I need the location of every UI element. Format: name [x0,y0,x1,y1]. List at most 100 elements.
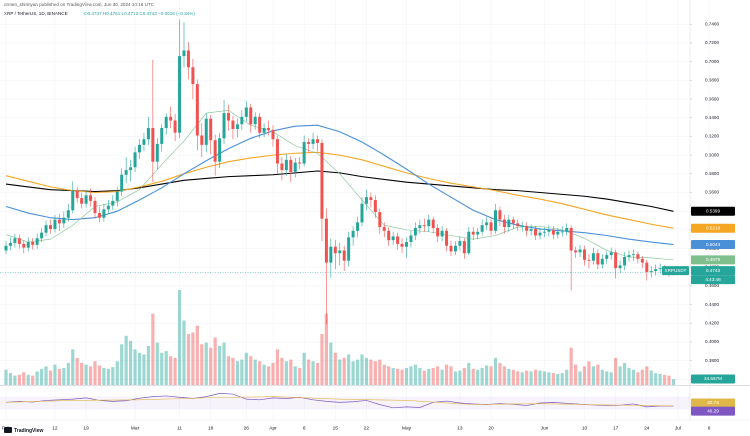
volume-bar [262,364,266,385]
ma-tag: 0.5043 [706,242,720,247]
candle-body [204,118,208,145]
candle-body [235,124,239,129]
volume-bar [618,366,622,385]
candle-body [605,255,609,259]
logo-text: TradingView [14,428,43,434]
volume-bar [80,362,84,385]
y-tick-label: 0.7200 [705,40,719,45]
volume-bar [342,357,346,385]
volume-bar [476,369,480,385]
volume-bar [582,366,587,385]
volume-bar [293,366,297,385]
volume-bar [551,373,555,385]
candle-body [494,210,497,231]
candle-body [31,242,35,245]
candle-body [169,116,173,121]
candle-body [649,270,653,272]
volume-bar [298,368,302,385]
volume-bar [129,340,133,385]
y-tick-label: 0.4600 [705,283,719,288]
volume-bar [449,366,453,385]
volume-bar [209,347,213,385]
volume-bar [71,349,75,385]
candle-body [574,250,578,253]
y-tick-label: 0.7400 [705,22,719,27]
volume-bar [93,361,97,385]
volume-bar [213,337,217,385]
volume-bar [507,368,511,385]
candle-body [298,162,302,164]
candle-body [658,268,662,270]
candle-body [489,222,493,231]
candle-body [258,116,262,133]
x-tick-label: 17 [613,425,619,431]
volume-bar [320,334,324,385]
candle-body [413,228,417,236]
candle-body [195,84,199,136]
volume-bar [533,369,538,385]
volume-bar [649,370,653,385]
candle-body [124,170,128,175]
volume-bar [520,372,524,385]
volume-bar [120,344,124,385]
volume-bar [400,369,404,385]
volume-bar [253,359,257,385]
candle-body [320,142,324,219]
candle-body [57,219,61,224]
volume-bar [146,345,150,385]
volume-bar [307,359,311,385]
y-tick-label: 0.5800 [705,171,719,176]
candle-body [382,227,386,231]
rsi-tag: 40.29 [707,408,719,413]
volume-bar [324,313,328,385]
candle-body [333,246,337,254]
volume-bar [605,371,609,385]
volume-bar [622,362,627,385]
ma-tag-box [691,255,735,265]
volume-bar [667,375,671,385]
x-tick-label: 19 [83,425,89,431]
candle-body [409,235,413,243]
volume-bar [195,325,199,385]
ohlc: O0.4737 H0.4761 L0.4712 C0.4743 −0.0016 … [84,11,195,16]
rsi-line [5,393,674,409]
volume-bar [525,370,529,385]
candle-body [53,219,57,229]
rsi-ma-tag-box [691,398,735,408]
volume-bar [658,373,662,385]
candle-body [222,113,226,139]
volume-bar [311,361,315,385]
candle-body [569,228,573,251]
volume-bar [289,359,293,385]
volume-bar [271,362,275,385]
volume-tag-box [691,374,735,384]
candle-body [71,190,75,211]
rsi-tag-box [691,406,735,416]
volume-bar [169,356,173,385]
candle-body [8,242,12,246]
volume-bar [275,349,280,385]
volume-bar [31,375,35,385]
candle-body [396,236,400,244]
x-tick-label: Jul [675,425,681,431]
publisher: armen_shirinyan published on TradingView… [4,2,155,7]
volume-bar [53,364,57,385]
candle-body [142,139,146,145]
x-tick-label: May [402,425,412,431]
volume-bar [387,366,391,385]
volume-bar [315,362,320,385]
candle-body [347,237,351,261]
x-tick-label: 18 [208,425,214,431]
ticker-tag-box [662,266,689,276]
candle-body [151,128,155,162]
candle-body [476,231,480,235]
x-tick-label: 20 [488,425,494,431]
volume-bar [462,368,466,385]
candle-body [516,223,520,227]
volume-bar [663,374,667,385]
candle-body [449,245,453,252]
candle-body [302,142,306,164]
volume-bar [502,366,506,385]
candle-body [213,140,217,162]
